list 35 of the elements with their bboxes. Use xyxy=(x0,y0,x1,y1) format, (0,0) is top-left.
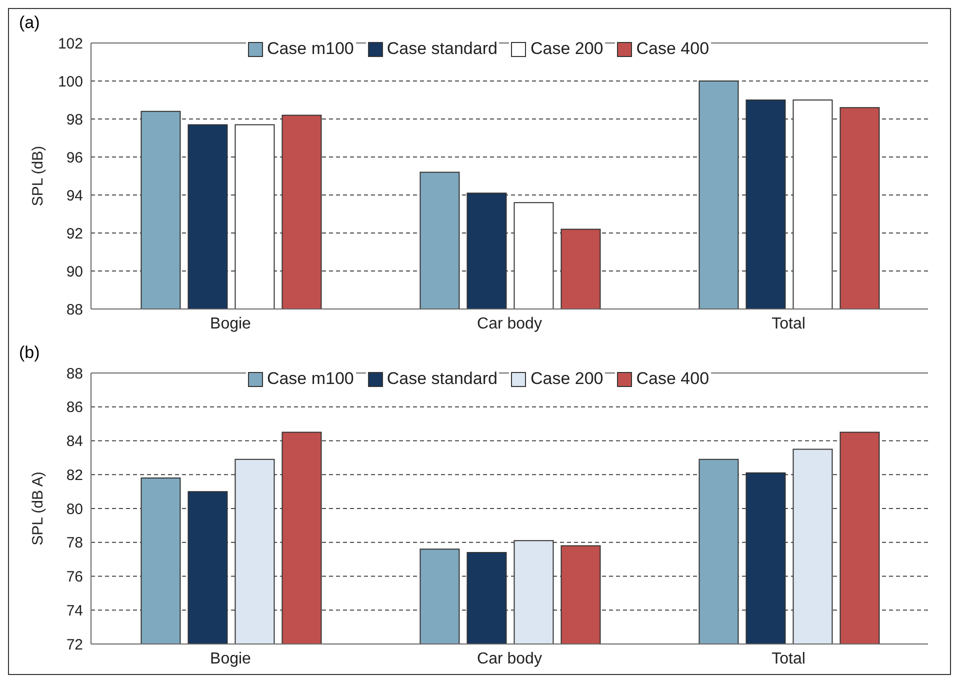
y-tick-label: 72 xyxy=(66,636,83,654)
y-tick-label: 96 xyxy=(66,149,83,166)
y-tick-label: 80 xyxy=(66,500,83,518)
legend-label: Case m100 xyxy=(266,39,354,59)
x-tick-label: Bogie xyxy=(210,650,252,668)
y-axis-title: SPL (dB A) xyxy=(29,472,46,546)
legend-label: Case standard xyxy=(386,369,498,389)
x-tick-label: Car body xyxy=(477,315,542,332)
x-tick-label: Car body xyxy=(477,650,542,668)
y-tick-label: 78 xyxy=(66,534,83,552)
y-tick-label: 82 xyxy=(66,466,83,484)
legend-label: Case 400 xyxy=(636,369,710,389)
legend-label: Case 200 xyxy=(530,39,604,59)
legend-label: Case standard xyxy=(386,39,498,59)
y-tick-label: 92 xyxy=(66,225,83,242)
x-tick-label: Bogie xyxy=(210,315,252,332)
y-axis-title: SPL (dB) xyxy=(29,146,46,206)
y-tick-label: 100 xyxy=(58,73,83,90)
y-tick-label: 84 xyxy=(66,433,83,450)
y-tick-label: 94 xyxy=(66,187,83,204)
legend-label: Case m100 xyxy=(266,369,354,389)
y-tick-label: 86 xyxy=(66,399,83,416)
y-tick-label: 102 xyxy=(58,35,83,52)
y-tick-label: 76 xyxy=(66,568,83,586)
text: (a) xyxy=(19,13,40,33)
legend-label: Case 200 xyxy=(530,369,604,389)
y-tick-label: 98 xyxy=(66,111,83,128)
legend-label: Case 400 xyxy=(636,39,710,59)
y-tick-label: 90 xyxy=(66,263,83,280)
x-tick-label: Total xyxy=(772,650,806,668)
x-tick-label: Total xyxy=(772,315,806,332)
y-tick-label: 88 xyxy=(66,301,83,318)
y-tick-label: 74 xyxy=(66,602,83,620)
y-tick-label: 88 xyxy=(66,365,83,382)
text: (b) xyxy=(19,343,40,363)
